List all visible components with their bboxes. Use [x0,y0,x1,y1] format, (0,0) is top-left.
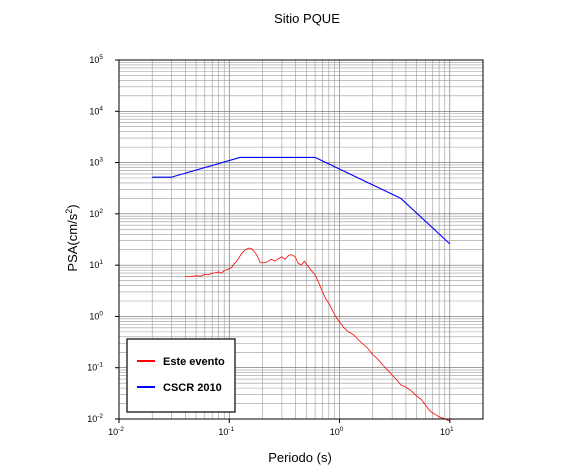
chart-title: Sitio PQUE [274,11,340,26]
x-tick-label: 10-1 [218,426,234,437]
series-line-1 [185,247,450,422]
y-tick-label: 103 [89,157,103,168]
legend-label: Este evento [163,356,225,368]
grid [118,59,484,420]
legend-box [126,338,236,413]
y-axis-label-prefix: PSA(cm/s [65,213,80,271]
legend: Este evento CSCR 2010 [126,338,236,413]
y-tick-label: 102 [89,208,103,219]
y-tick-label: 10-2 [87,413,103,424]
y-tick-label: 101 [89,259,103,270]
y-tick-label: 10-1 [87,362,103,373]
y-tick-label: 104 [89,105,103,116]
series-line-2 [152,156,451,245]
series-group [152,156,451,422]
y-axis-label: PSA(cm/s2) [64,204,80,271]
y-tick-label: 100 [89,310,103,321]
legend-label: CSCR 2010 [163,382,222,394]
tick-labels: 10-2 10-1 100 101 10-2 10-1 100 101 102 103 104 105 [87,54,454,437]
x-tick-label: 10-2 [108,426,124,437]
x-axis-label: Periodo (s) [268,450,332,465]
x-tick-label: 101 [440,426,454,437]
y-axis-label-sup: 2 [64,209,74,214]
x-tick-label: 100 [330,426,344,437]
y-tick-label: 105 [89,54,103,65]
plot-frame [118,59,484,420]
y-axis-label-suffix: ) [65,204,80,208]
